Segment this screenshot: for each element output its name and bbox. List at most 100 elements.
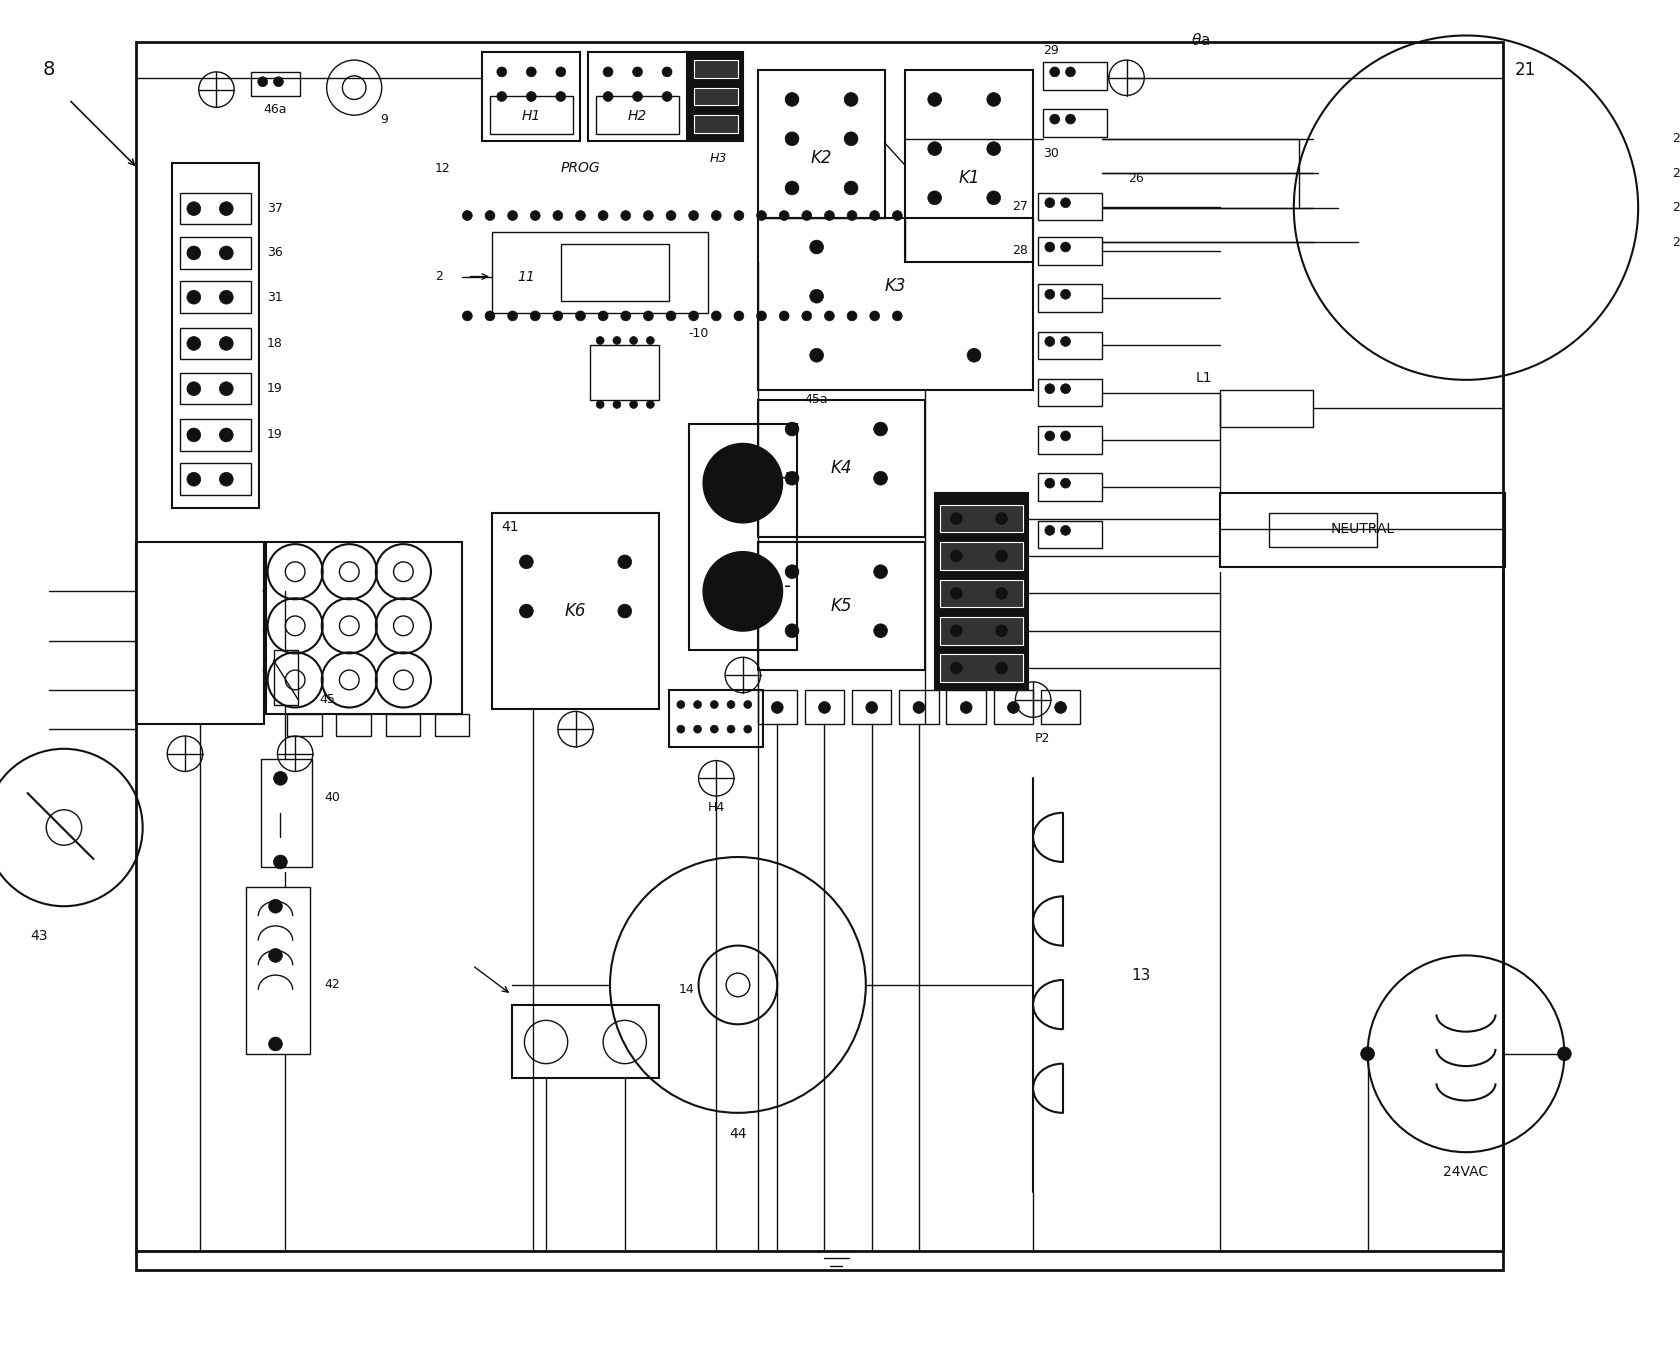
Circle shape — [756, 311, 766, 320]
Circle shape — [927, 190, 941, 205]
Circle shape — [1045, 526, 1055, 535]
Circle shape — [1060, 336, 1070, 346]
Circle shape — [996, 512, 1008, 524]
Circle shape — [1065, 68, 1075, 77]
Circle shape — [186, 201, 200, 216]
Circle shape — [711, 701, 719, 708]
Bar — [386, 715, 420, 736]
Circle shape — [677, 725, 685, 734]
Circle shape — [598, 311, 608, 320]
Text: 13: 13 — [1131, 967, 1151, 982]
Circle shape — [727, 701, 734, 708]
Bar — [482, 53, 581, 141]
Circle shape — [1060, 289, 1070, 299]
Circle shape — [711, 725, 719, 734]
Circle shape — [968, 349, 981, 362]
Bar — [250, 72, 301, 96]
Circle shape — [744, 725, 751, 734]
Circle shape — [633, 92, 642, 101]
Text: P2: P2 — [1035, 732, 1050, 746]
Circle shape — [1045, 197, 1055, 208]
Circle shape — [996, 588, 1008, 600]
Circle shape — [689, 311, 699, 320]
Circle shape — [576, 311, 585, 320]
Text: 19: 19 — [267, 382, 282, 396]
Circle shape — [927, 93, 941, 107]
Circle shape — [633, 68, 642, 77]
Circle shape — [996, 550, 1008, 562]
Circle shape — [1060, 197, 1070, 208]
Text: $\theta$a: $\theta$a — [1191, 32, 1210, 49]
Text: 45a: 45a — [805, 393, 828, 407]
Bar — [758, 400, 926, 538]
Circle shape — [622, 311, 630, 320]
Bar — [180, 281, 250, 313]
Circle shape — [874, 471, 887, 485]
Bar — [287, 715, 323, 736]
Bar — [934, 493, 1028, 690]
Circle shape — [647, 336, 654, 345]
Bar — [694, 115, 738, 132]
Circle shape — [665, 311, 675, 320]
Bar — [939, 580, 1023, 607]
Circle shape — [1050, 115, 1060, 124]
Text: 18: 18 — [267, 336, 282, 350]
Text: 12: 12 — [435, 162, 450, 174]
Circle shape — [847, 211, 857, 220]
Bar — [596, 96, 679, 134]
Circle shape — [1055, 701, 1067, 713]
Bar — [491, 96, 573, 134]
Circle shape — [892, 211, 902, 220]
Circle shape — [596, 400, 605, 408]
Bar — [669, 690, 763, 747]
Circle shape — [756, 211, 766, 220]
Text: 24: 24 — [1673, 201, 1680, 215]
Circle shape — [598, 211, 608, 220]
Circle shape — [269, 1038, 282, 1051]
Circle shape — [556, 92, 566, 101]
Circle shape — [711, 211, 721, 220]
Circle shape — [986, 190, 1001, 205]
Circle shape — [825, 311, 835, 320]
Circle shape — [785, 132, 800, 146]
Bar — [265, 542, 462, 715]
Circle shape — [622, 211, 630, 220]
Circle shape — [665, 211, 675, 220]
Bar — [689, 53, 743, 141]
Bar — [939, 617, 1023, 644]
Text: 46a: 46a — [264, 103, 287, 116]
Circle shape — [694, 725, 702, 734]
Circle shape — [704, 553, 783, 631]
Circle shape — [662, 68, 672, 77]
Circle shape — [519, 604, 533, 617]
Circle shape — [507, 211, 517, 220]
Bar — [180, 328, 250, 359]
Circle shape — [785, 471, 800, 485]
Text: H4: H4 — [707, 801, 724, 815]
Circle shape — [727, 725, 734, 734]
Circle shape — [1045, 289, 1055, 299]
Bar — [1038, 473, 1102, 501]
Circle shape — [780, 211, 790, 220]
Circle shape — [1361, 1047, 1374, 1061]
Circle shape — [1008, 701, 1020, 713]
Text: 23: 23 — [1673, 166, 1680, 180]
Circle shape — [1045, 478, 1055, 488]
Circle shape — [643, 311, 654, 320]
Bar — [939, 505, 1023, 532]
Bar — [939, 542, 1023, 570]
Text: 41: 41 — [502, 520, 519, 535]
Bar — [561, 245, 669, 301]
Bar — [939, 654, 1023, 682]
Text: 44: 44 — [729, 1128, 746, 1142]
Circle shape — [1045, 336, 1055, 346]
Bar — [492, 512, 659, 709]
Text: 2: 2 — [435, 270, 444, 284]
Bar — [588, 53, 687, 141]
Text: 30: 30 — [1043, 147, 1058, 159]
Circle shape — [630, 336, 637, 345]
Text: H3: H3 — [709, 151, 727, 165]
Text: 14: 14 — [679, 984, 694, 996]
Circle shape — [220, 336, 234, 350]
Bar — [852, 690, 892, 724]
